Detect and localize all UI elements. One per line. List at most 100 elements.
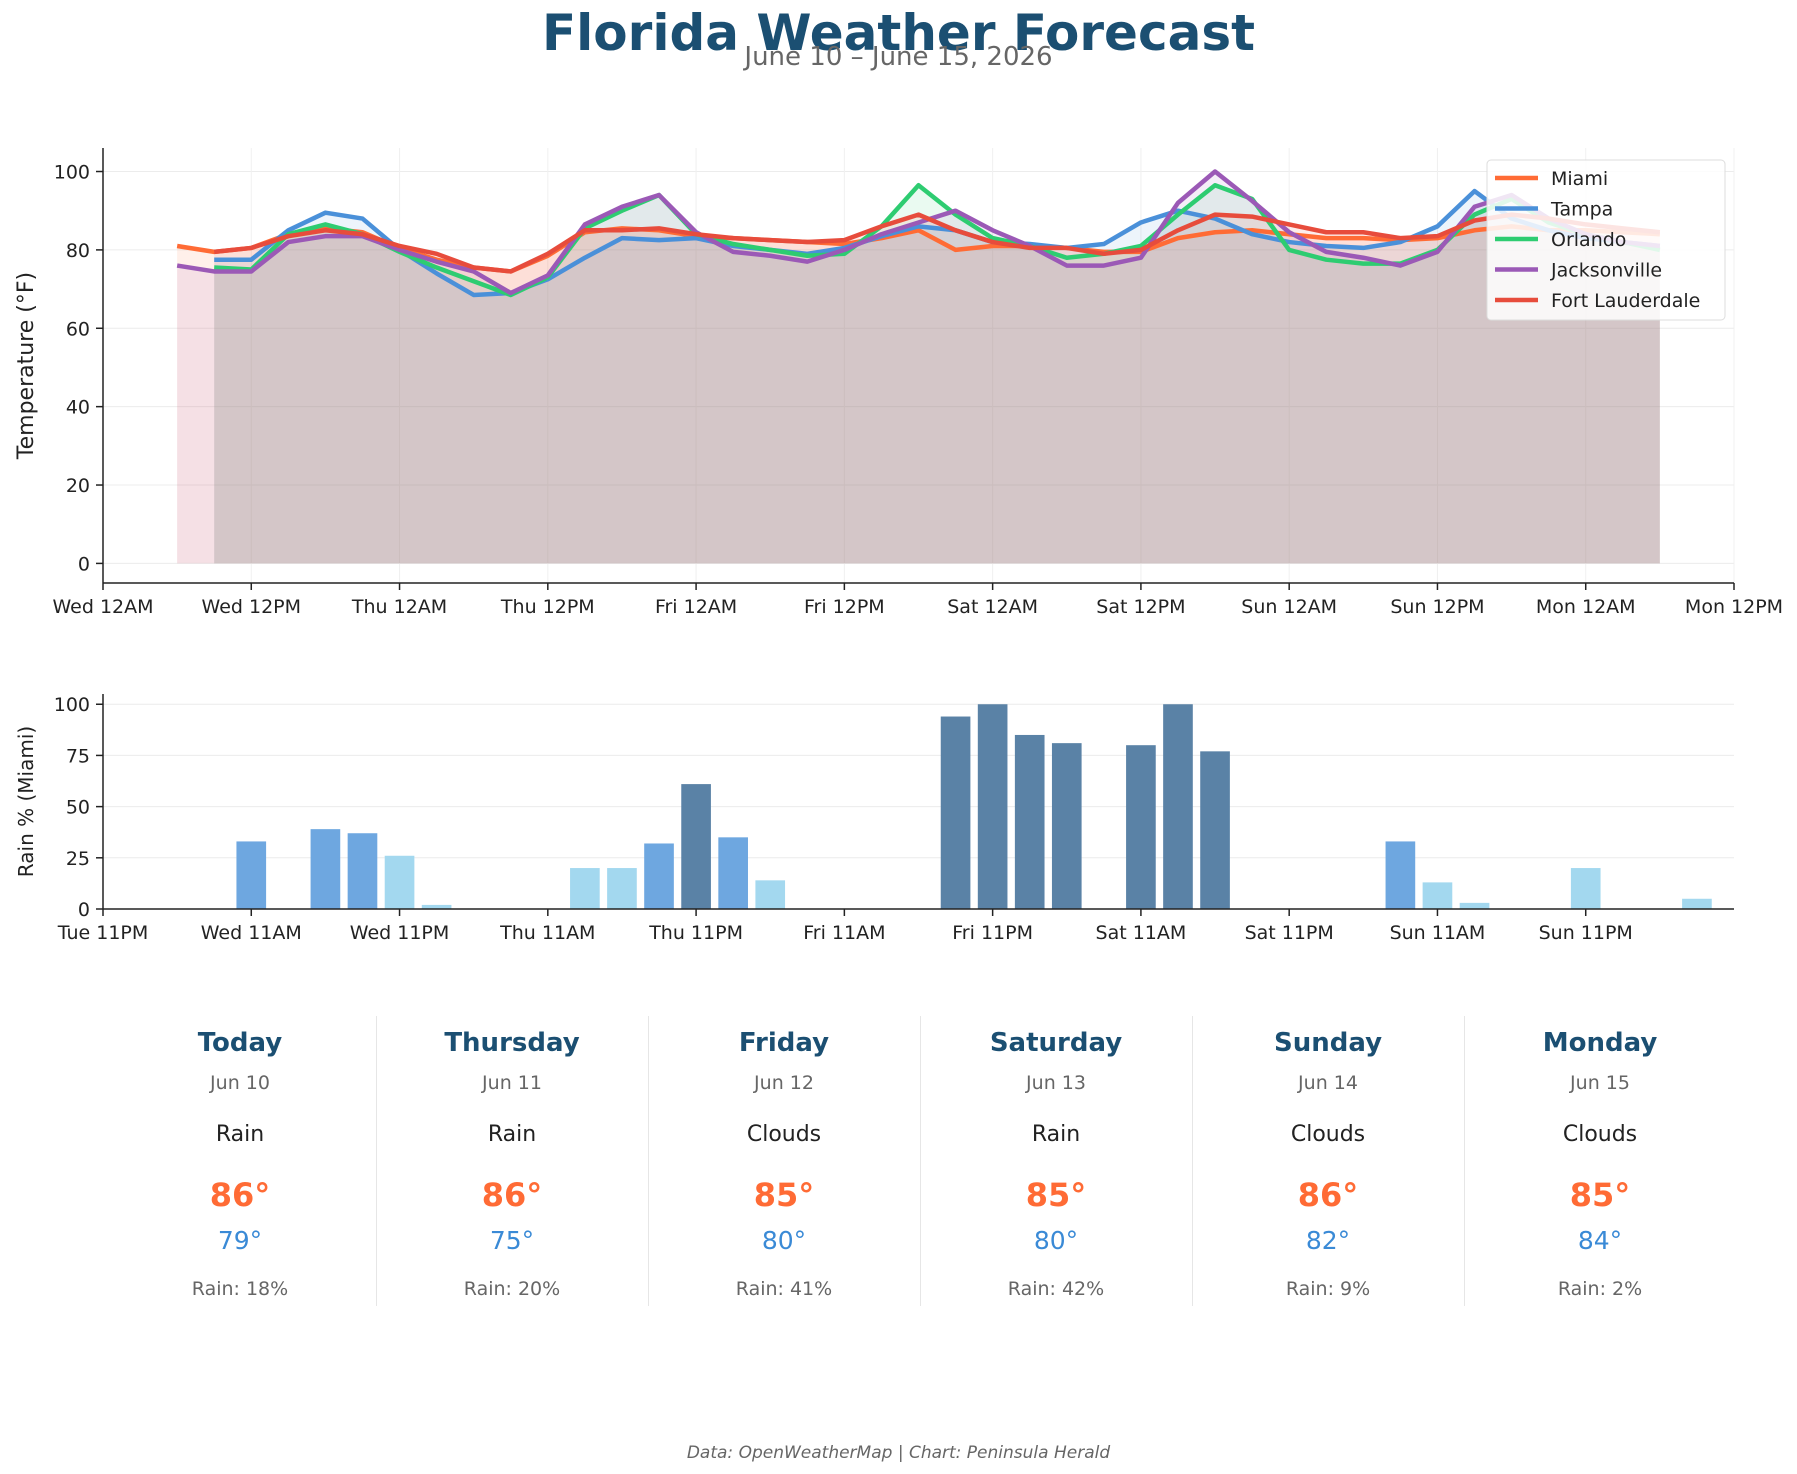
day-name: Saturday [989, 1028, 1123, 1058]
card-divider [920, 1016, 921, 1306]
x-tick-label: Fri 11AM [803, 922, 885, 944]
rain-bar [1570, 868, 1601, 909]
day-rain: Rain: 9% [1285, 1278, 1371, 1300]
rain-bar [1200, 751, 1230, 909]
legend-label-orlando: Orlando [1551, 229, 1626, 251]
day-rain: Rain: 2% [1557, 1278, 1643, 1300]
legend-label-jacksonville: Jacksonville [1550, 260, 1662, 282]
area-miami [177, 226, 1660, 564]
y-tick-label: 50 [66, 797, 90, 819]
card-divider [1464, 1016, 1465, 1306]
x-tick-label: Sun 11AM [1390, 922, 1486, 944]
card-divider [648, 1016, 649, 1306]
day-card-sunday: Sunday Jun 14 Clouds 86° 82° Rain: 9% [1192, 1016, 1464, 1306]
x-tick-label: Thu 11AM [499, 922, 595, 944]
day-date: Jun 12 [754, 1072, 814, 1094]
x-tick-label: Sun 12PM [1390, 596, 1484, 618]
rain-bar [384, 855, 415, 909]
day-name: Thursday [444, 1028, 580, 1058]
y-tick-label: 100 [54, 162, 90, 184]
day-date: Jun 13 [1026, 1072, 1086, 1094]
line-fort-lauderdale [213, 212, 1661, 274]
day-card-monday: Monday Jun 15 Clouds 85° 84° Rain: 2% [1464, 1016, 1736, 1306]
x-tick-label: Sat 11PM [1245, 922, 1334, 944]
x-tick-label: Mon 12PM [1685, 596, 1783, 618]
day-condition: Clouds [1562, 1122, 1638, 1147]
chart-title: Florida Weather Forecast [542, 4, 1255, 62]
x-tick-label: Fri 12PM [804, 596, 885, 618]
day-low: 82° [1305, 1226, 1351, 1255]
area-tampa [214, 191, 1660, 564]
day-date: Jun 14 [1298, 1072, 1358, 1094]
x-tick-label: Tue 11PM [57, 922, 149, 944]
day-date: Jun 15 [1570, 1072, 1630, 1094]
area-fort-lauderdale [214, 214, 1660, 564]
day-low: 79° [217, 1226, 263, 1255]
rain-bar [755, 880, 786, 909]
day-high: 86° [209, 1176, 271, 1214]
day-date: Jun 10 [210, 1072, 270, 1094]
x-tick-label: Sat 11AM [1096, 922, 1187, 944]
day-card-thursday: Thursday Jun 11 Rain 86° 75° Rain: 20% [376, 1016, 648, 1306]
chart-subtitle: June 10 – June 15, 2026 [744, 42, 1053, 72]
daily-forecast: Today Jun 10 Rain 86° 79° Rain: 18% Thur… [104, 1016, 1736, 1306]
day-high: 86° [1297, 1176, 1359, 1214]
day-low: 80° [761, 1226, 807, 1255]
source-credit: Data: OpenWeatherMap | Chart: Peninsula … [686, 1443, 1111, 1463]
day-condition: Rain [487, 1122, 537, 1147]
day-low: 84° [1577, 1226, 1623, 1255]
day-rain: Rain: 42% [1007, 1278, 1105, 1300]
y-tick-label: 40 [66, 397, 90, 419]
y-tick-label: 75 [66, 745, 90, 767]
rain-bar [681, 784, 711, 909]
day-condition: Rain [1031, 1122, 1081, 1147]
day-high: 85° [753, 1176, 815, 1214]
day-high: 85° [1025, 1176, 1087, 1214]
legend-label-fort-lauderdale: Fort Lauderdale [1551, 290, 1700, 312]
x-tick-label: Wed 12PM [202, 596, 302, 618]
x-tick-label: Sat 12AM [947, 596, 1038, 618]
day-low: 80° [1033, 1226, 1079, 1255]
day-high: 85° [1569, 1176, 1631, 1214]
day-low: 75° [489, 1226, 535, 1255]
legend-label-tampa: Tampa [1550, 199, 1613, 221]
day-rain: Rain: 20% [463, 1278, 561, 1300]
rain-bar [347, 833, 378, 909]
y-tick-label: 60 [66, 318, 90, 340]
area-orlando [214, 185, 1660, 564]
rain-bar [1163, 704, 1193, 909]
day-rain: Rain: 41% [735, 1278, 833, 1300]
day-name: Today [197, 1028, 283, 1058]
rain-bar [421, 904, 452, 909]
rain-bar [1682, 898, 1712, 909]
x-tick-label: Thu 11PM [648, 922, 743, 944]
rain-bar [1459, 902, 1490, 909]
rain-bar [570, 868, 600, 909]
day-condition: Rain [215, 1122, 265, 1147]
temperature-chart: 0 20 40 60 80 100 Wed 12AM Wed 12PM Thu 12AM Thu … [14, 148, 1783, 618]
rain-bar [1422, 882, 1453, 909]
area-jacksonville [177, 171, 1660, 564]
x-tick-label: Wed 12AM [52, 596, 153, 618]
x-tick-label: Sun 11PM [1539, 922, 1633, 944]
rain-bar [718, 837, 748, 909]
rain-bar [1014, 734, 1045, 909]
legend-label-miami: Miami [1551, 168, 1608, 190]
line-tampa [214, 188, 1661, 298]
rain-bar [977, 704, 1008, 909]
rain-bar [1126, 745, 1156, 909]
y-tick-label: 100 [54, 694, 90, 716]
x-tick-label: Fri 11PM [952, 922, 1033, 944]
day-name: Friday [738, 1028, 830, 1058]
line-jacksonville [176, 169, 1661, 296]
y-tick-label: 0 [78, 899, 90, 921]
day-condition: Clouds [746, 1122, 822, 1147]
rain-bar [644, 843, 674, 909]
day-date: Jun 11 [482, 1072, 542, 1094]
rain-bar [1051, 743, 1082, 909]
day-rain: Rain: 18% [191, 1278, 289, 1300]
rain-bar [1385, 841, 1416, 909]
y-tick-label: 80 [66, 240, 90, 262]
card-divider [376, 1016, 377, 1306]
legend-box [1486, 159, 1726, 321]
